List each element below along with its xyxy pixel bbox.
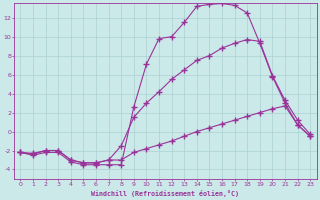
X-axis label: Windchill (Refroidissement éolien,°C): Windchill (Refroidissement éolien,°C) (91, 190, 239, 197)
